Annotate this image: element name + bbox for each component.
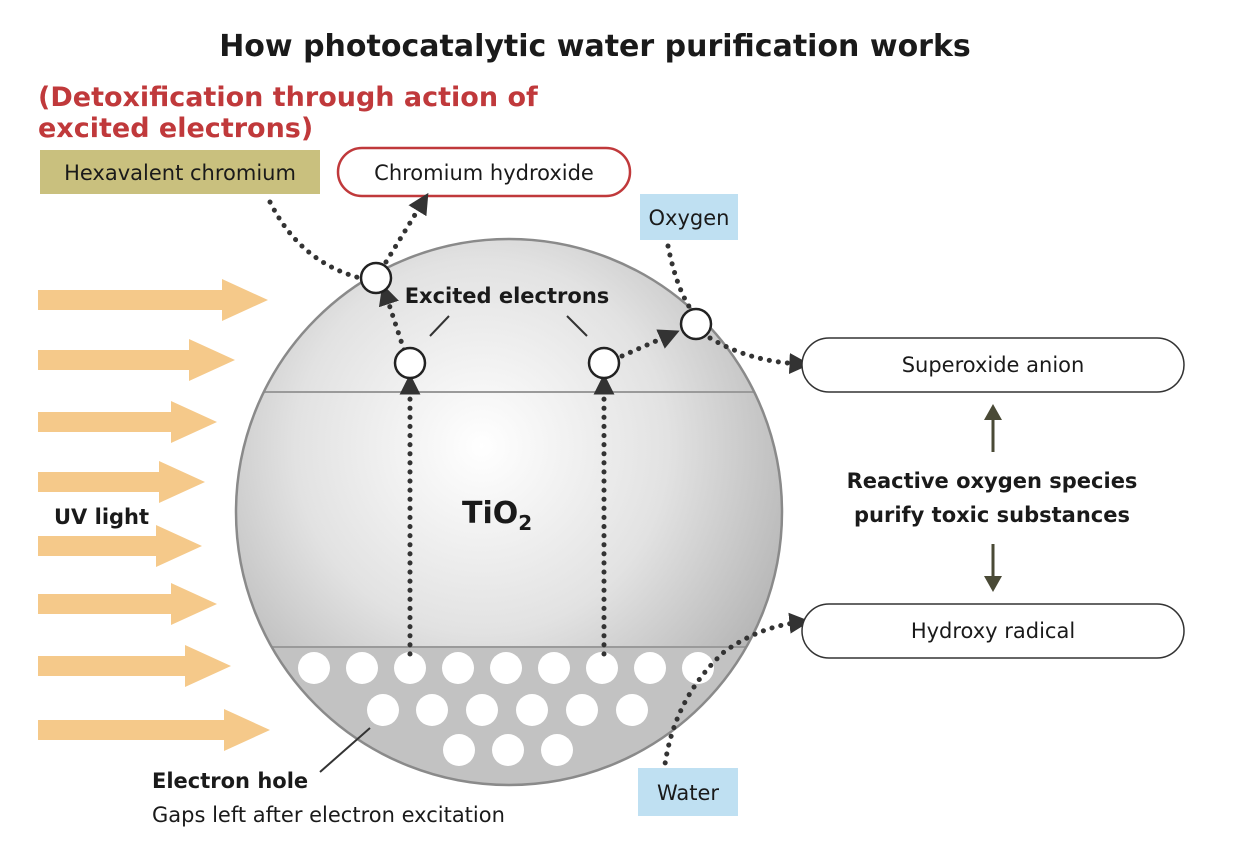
hexavalent-chromium-label: Hexavalent chromium — [64, 161, 296, 185]
uv-arrow — [38, 401, 217, 443]
tio2-subscript: 2 — [518, 511, 532, 535]
arrow-down-head — [984, 576, 1002, 592]
electron-hole — [443, 734, 475, 766]
excited-electrons-leader-left — [429, 315, 450, 337]
uv-arrow — [38, 279, 268, 321]
electron-hole — [466, 694, 498, 726]
electron-hole — [634, 652, 666, 684]
electron-hole — [566, 694, 598, 726]
chromium-hydroxide-label: Chromium hydroxide — [374, 161, 594, 185]
electron-hole — [541, 734, 573, 766]
electron-hole — [616, 694, 648, 726]
excited-electron-markers — [359, 261, 713, 380]
excited-electrons-label: Excited electrons — [405, 284, 610, 308]
hexavalent-chromium-box: Hexavalent chromium — [40, 150, 320, 194]
path-surface-to-chromium-hydroxide — [383, 192, 429, 265]
path-water-to-hydroxy — [661, 612, 811, 775]
path-left-electron-to-surface — [378, 284, 407, 353]
uv-arrow — [38, 583, 217, 625]
uv-arrow — [38, 461, 205, 503]
subtitle-line-1: (Detoxification through action of — [38, 82, 538, 113]
page-title: How photocatalytic water purification wo… — [219, 29, 971, 64]
excited-electrons-leader-right — [566, 315, 588, 337]
superoxide-anion-box: Superoxide anion — [801, 337, 1185, 393]
surface-reaction-right — [679, 307, 713, 341]
uv-arrow — [38, 525, 202, 567]
subtitle-line-2: excited electrons) — [38, 113, 313, 144]
electron-holes — [298, 652, 714, 766]
electron-hole-leader — [319, 727, 371, 773]
path-hexavalent-to-surface — [267, 199, 363, 281]
reactive-arrows — [984, 404, 1002, 592]
uv-arrow — [38, 645, 231, 687]
water-label: Water — [657, 781, 719, 805]
uv-arrow — [38, 709, 270, 751]
electron-hole — [346, 652, 378, 684]
uv-arrow — [38, 339, 235, 381]
electron-hole — [516, 694, 548, 726]
excited-electron-left — [393, 346, 427, 380]
electron-hole — [367, 694, 399, 726]
surface-reaction-left — [359, 261, 393, 295]
electron-hole — [492, 734, 524, 766]
hydroxy-radical-label: Hydroxy radical — [911, 619, 1075, 643]
tio2-label: TiO2 — [462, 496, 532, 535]
uv-light-label: UV light — [54, 505, 149, 529]
electron-hole — [682, 652, 714, 684]
electron-hole — [394, 652, 426, 684]
arrow-up-head — [984, 404, 1002, 420]
superoxide-anion-label: Superoxide anion — [902, 353, 1085, 377]
electron-hole — [586, 652, 618, 684]
path-oxygen-to-surface — [665, 243, 693, 311]
electron-hole — [416, 694, 448, 726]
electron-hole-label: Electron hole — [152, 769, 308, 793]
excited-electron-right — [587, 346, 621, 380]
oxygen-box: Oxygen — [640, 194, 738, 240]
electron-hole-description: Gaps left after electron excitation — [152, 803, 505, 827]
path-surface-to-superoxide — [707, 335, 811, 375]
electron-hole — [538, 652, 570, 684]
chromium-hydroxide-box: Chromium hydroxide — [336, 146, 632, 198]
electron-hole — [298, 652, 330, 684]
water-box: Water — [638, 768, 738, 816]
hydroxy-radical-box: Hydroxy radical — [801, 603, 1185, 659]
oxygen-label: Oxygen — [649, 206, 730, 230]
tio2-main: TiO — [462, 496, 518, 531]
electron-hole — [442, 652, 474, 684]
reaction-paths — [267, 192, 811, 775]
electron-hole — [490, 652, 522, 684]
path-right-electron-to-surface — [619, 329, 680, 359]
uv-light-arrows — [38, 279, 270, 751]
reactive-species-line-1: Reactive oxygen species — [847, 469, 1138, 493]
reactive-species-line-2: purify toxic substances — [854, 503, 1130, 527]
